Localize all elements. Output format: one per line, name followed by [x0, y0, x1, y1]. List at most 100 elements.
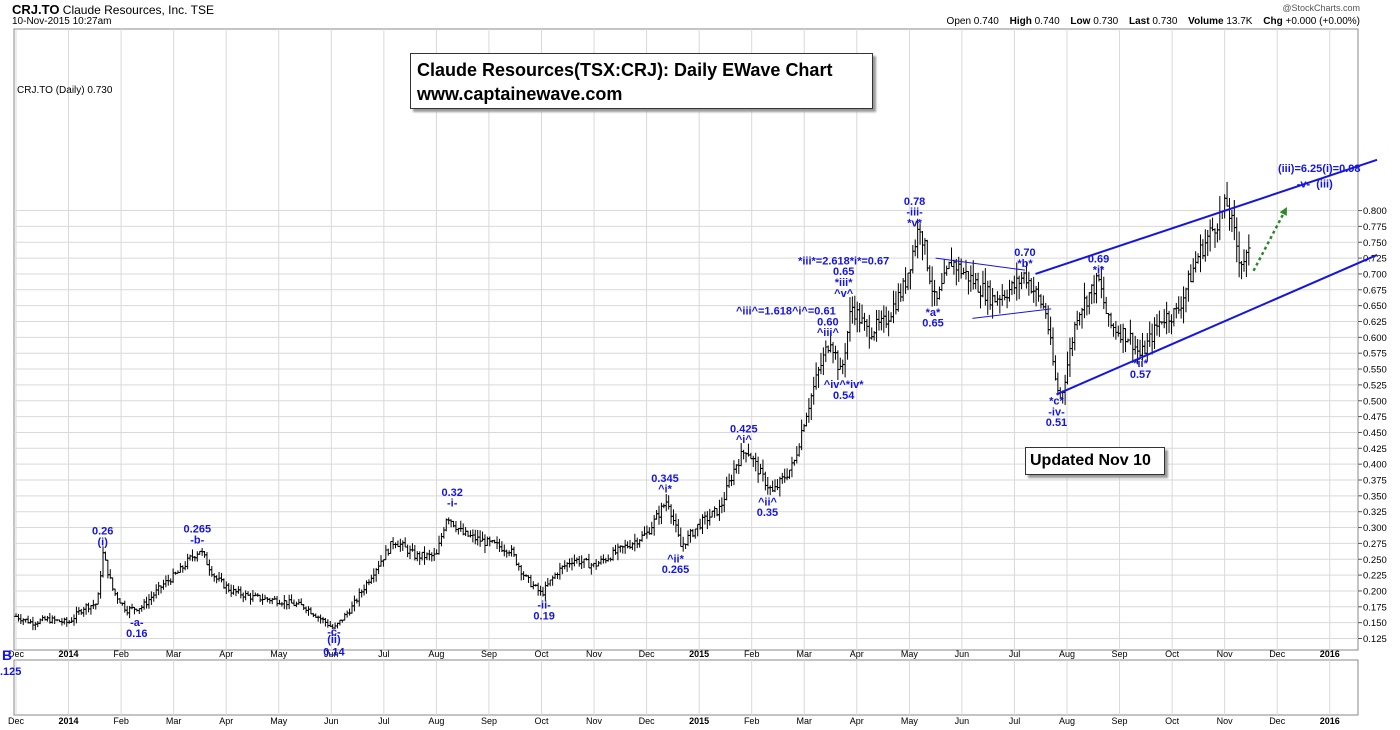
wave-label: 0.35: [757, 507, 778, 519]
x-axis-ticks: Dec Dec 2014 2014 Feb Feb Mar Mar Apr Apr May May Ju…: [8, 649, 1340, 726]
series-legend: CRJ.TO (Daily) 0.730: [17, 85, 113, 96]
stockcharts-logo: @StockCharts.com: [1282, 3, 1360, 13]
x-tick-label: Sep: [1112, 649, 1128, 659]
y-tick-label: 0.650: [1363, 301, 1387, 312]
wave-labels: 0.26(i)-a-0.160.265-b--c-(ii)0.140.32-i-…: [92, 163, 1361, 659]
y-tick-label: 0.200: [1363, 586, 1387, 597]
ohlc-bar: [1246, 234, 1251, 266]
y-tick-label: 0.425: [1363, 444, 1387, 455]
x-tick-label: Dec: [1269, 649, 1286, 659]
x-tick-label-lower: May: [901, 716, 919, 726]
chart-title: Claude Resources(TSX:CRJ): Daily EWave C…: [417, 60, 833, 80]
y-tick-label: 0.575: [1363, 349, 1387, 360]
x-tick-label: Apr: [850, 649, 864, 659]
wave-label: 0.19: [533, 610, 554, 622]
company-name: Claude Resources, Inc.: [62, 3, 188, 17]
wave-label: 0.14: [323, 647, 345, 659]
x-tick-label-lower: Dec: [1269, 716, 1286, 726]
wave-label: (ii): [327, 634, 341, 646]
wave-label: (iii)=6.25(i)=0.98: [1278, 163, 1361, 175]
last-value: 0.730: [1152, 16, 1178, 27]
wave-label: 0.57: [1130, 369, 1151, 381]
x-tick-label-lower: Mar: [166, 716, 182, 726]
projection-arrow: [1252, 207, 1287, 272]
chart-website: www.captainewave.com: [417, 84, 623, 104]
x-tick-label-lower: Apr: [219, 716, 233, 726]
symbol: CRJ.TO: [12, 2, 60, 17]
y-tick-label: 0.125: [1363, 634, 1387, 645]
x-tick-label-lower: Jul: [378, 716, 390, 726]
x-tick-label-lower: 2014: [59, 716, 79, 726]
wave-label: 0.425: [730, 423, 758, 435]
y-tick-label: 0.375: [1363, 476, 1387, 487]
x-tick-label: Jul: [1009, 649, 1021, 659]
y-tick-label: 0.450: [1363, 428, 1387, 439]
x-tick-label-lower: Nov: [1217, 716, 1234, 726]
wave-label: ^v^: [834, 288, 854, 300]
x-tick-label: Apr: [219, 649, 233, 659]
x-tick-label-lower: Dec: [639, 716, 656, 726]
wave-label: *a*: [926, 307, 941, 319]
wave-label: 0.51: [1046, 417, 1067, 429]
wave-label: (iii): [1316, 179, 1333, 191]
wave-label: *b*: [1017, 258, 1033, 270]
symbol-header: CRJ.TO Claude Resources, Inc. TSE: [12, 2, 214, 17]
wave-label: -v-: [1297, 179, 1311, 191]
wave-label: ^iv^*iv*: [824, 379, 864, 391]
x-tick-label: Aug: [1059, 649, 1075, 659]
y-tick-label: 0.250: [1363, 555, 1387, 566]
wave-label: -ii-: [537, 600, 551, 612]
x-tick-label-lower: 2016: [1320, 716, 1340, 726]
x-tick-label-lower: Sep: [481, 716, 497, 726]
y-tick-label: 0.225: [1363, 571, 1387, 582]
trendlines: [935, 158, 1378, 396]
x-tick-label: Sep: [481, 649, 497, 659]
wave-label: 0.70: [1014, 247, 1035, 259]
wave-label: (i): [98, 536, 109, 548]
x-tick-label: Jun: [955, 649, 970, 659]
wave-label: -iii-: [906, 207, 923, 219]
wave-label: 0.65: [922, 318, 943, 330]
x-tick-label: Jul: [378, 649, 390, 659]
x-tick-label-lower: Sep: [1112, 716, 1128, 726]
exchange: TSE: [190, 3, 214, 17]
x-tick-label: 2015: [689, 649, 709, 659]
x-tick-label: Jun: [324, 649, 339, 659]
x-tick-label-lower: Jun: [955, 716, 970, 726]
x-tick-label-lower: Jun: [324, 716, 339, 726]
triangle-lower: [972, 308, 1052, 319]
y-tick-label: 0.175: [1363, 602, 1387, 613]
updated-note: Updated Nov 10: [1025, 447, 1165, 475]
x-tick-label: Mar: [797, 649, 813, 659]
y-tick-label: 0.750: [1363, 238, 1387, 249]
last-label: Last: [1129, 16, 1150, 27]
quote-datetime: 10-Nov-2015 10:27am: [12, 16, 112, 27]
low-value: 0.730: [1093, 16, 1119, 27]
y-tick-label: 0.625: [1363, 317, 1387, 328]
x-tick-label: Feb: [744, 649, 760, 659]
wave-label: -i-: [447, 498, 458, 510]
x-tick-label: Dec: [639, 649, 656, 659]
wave-label: *i*: [1093, 264, 1105, 276]
wave-label: ^ii*: [667, 553, 685, 565]
wave-label: 0.54: [833, 390, 855, 402]
wave-label: 0.26: [92, 526, 113, 538]
x-tick-label-lower: Aug: [428, 716, 444, 726]
open-label: Open: [946, 16, 972, 27]
y-tick-label: 0.275: [1363, 539, 1387, 550]
high-label: High: [1009, 16, 1032, 27]
wave-label: ^i^: [736, 434, 752, 446]
y-tick-label: 0.775: [1363, 222, 1387, 233]
volume-value: 13.7K: [1226, 16, 1253, 27]
x-tick-label-lower: Dec: [8, 716, 25, 726]
x-tick-label-lower: Nov: [586, 716, 603, 726]
y-tick-label: 0.300: [1363, 523, 1387, 534]
y-tick-label: 0.600: [1363, 333, 1387, 344]
x-tick-label: Aug: [428, 649, 444, 659]
volume-label: Volume: [1188, 16, 1224, 27]
open-value: 0.740: [973, 16, 999, 27]
wave-label: 0.32: [441, 487, 462, 499]
chg-label: Chg: [1263, 16, 1283, 27]
x-tick-label-lower: Aug: [1059, 716, 1075, 726]
low-label: Low: [1070, 16, 1091, 27]
